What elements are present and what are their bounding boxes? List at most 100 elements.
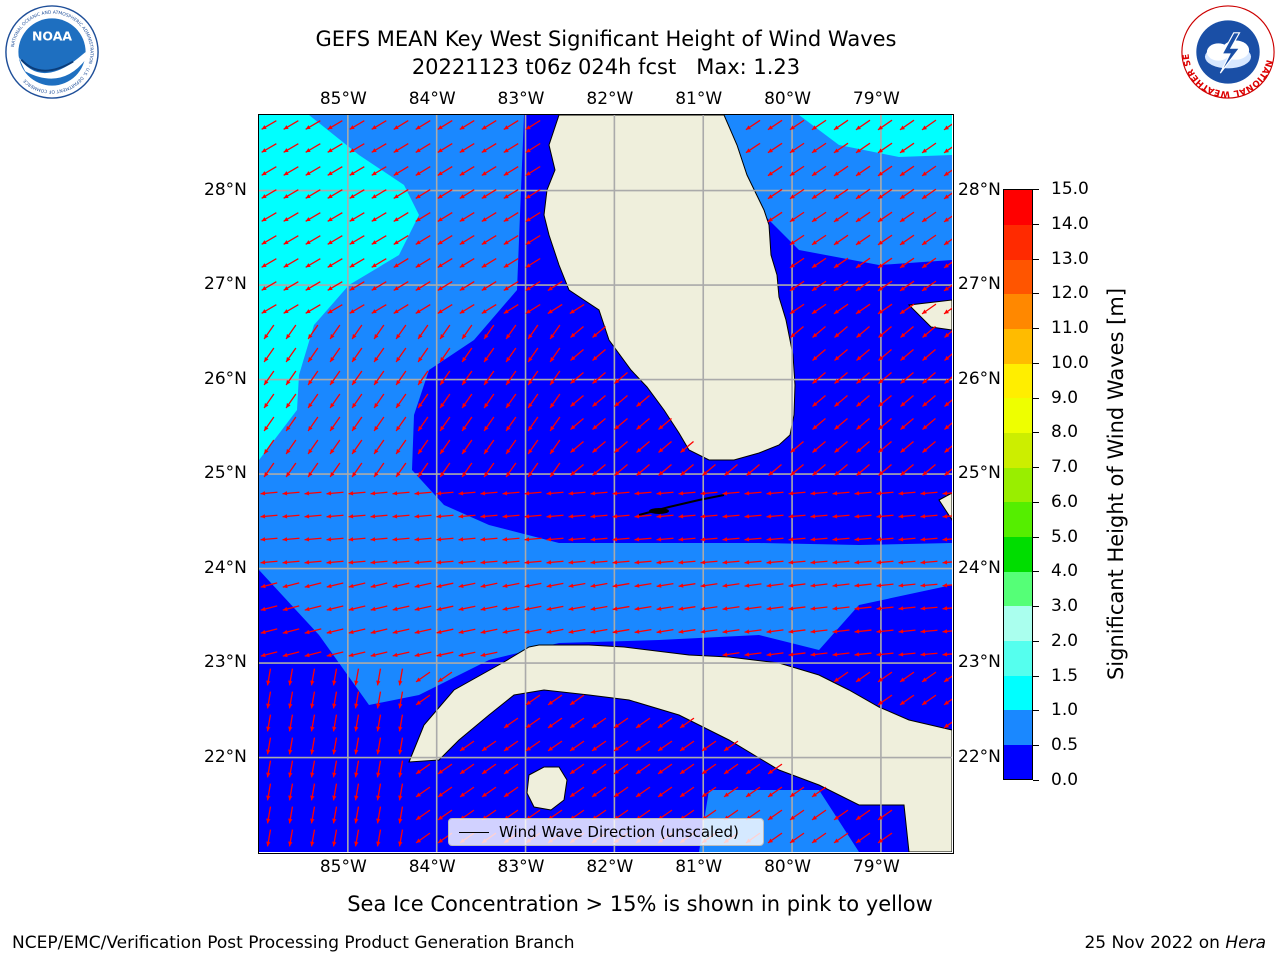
wave-direction-arrow: [310, 783, 316, 801]
wave-direction-arrow: [392, 491, 410, 496]
wave-direction-arrow: [678, 606, 696, 611]
wave-direction-arrow: [525, 119, 541, 131]
wave-direction-arrow: [417, 393, 429, 409]
wave-direction-arrow: [395, 347, 407, 363]
wave-direction-arrow: [459, 120, 475, 130]
wave-direction-arrow: [266, 668, 272, 686]
wave-direction-arrow: [261, 281, 277, 291]
wave-direction-arrow: [483, 462, 495, 478]
colorbar-segment: [1004, 363, 1032, 399]
wave-direction-arrow: [856, 395, 870, 407]
wave-direction-arrow: [503, 280, 519, 292]
wave-direction-arrow: [326, 560, 344, 565]
wave-direction-arrow: [414, 491, 432, 496]
wave-direction-arrow: [439, 324, 451, 340]
wave-direction-arrow: [944, 421, 953, 430]
wave-direction-arrow: [398, 691, 404, 709]
wave-direction-arrow: [570, 349, 584, 361]
wave-direction-arrow: [415, 304, 431, 314]
wave-direction-arrow: [283, 212, 299, 222]
wave-direction-arrow: [856, 441, 870, 453]
wave-direction-arrow: [943, 720, 953, 729]
wave-direction-arrow: [415, 212, 431, 222]
wave-direction-arrow: [266, 714, 272, 732]
wave-direction-arrow: [310, 829, 316, 847]
wave-direction-arrow: [436, 651, 454, 657]
wave-direction-arrow: [503, 142, 519, 154]
wave-direction-arrow: [305, 235, 321, 245]
lat-label-right: 25°N: [958, 463, 1001, 484]
wave-direction-arrow: [570, 326, 584, 338]
wave-direction-arrow: [310, 668, 316, 686]
wave-direction-arrow: [920, 560, 938, 565]
wave-direction-arrow: [920, 491, 938, 496]
wave-direction-arrow: [481, 211, 497, 223]
wave-direction-arrow: [788, 514, 806, 519]
wave-direction-arrow: [832, 560, 850, 565]
wave-direction-arrow: [393, 189, 409, 199]
wave-direction-arrow: [854, 537, 872, 542]
wave-direction-arrow: [503, 740, 519, 752]
wave-direction-arrow: [810, 629, 828, 634]
colorbar-tick-label: 1.5: [1051, 665, 1079, 686]
wave-direction-arrow: [634, 537, 652, 542]
wave-direction-arrow: [592, 441, 606, 453]
wave-direction-arrow: [612, 582, 630, 588]
wave-direction-arrow: [527, 324, 539, 340]
wave-direction-arrow: [415, 809, 431, 821]
wave-direction-arrow: [767, 211, 783, 223]
wave-direction-arrow: [458, 651, 476, 657]
wave-direction-arrow: [503, 717, 519, 729]
wave-direction-arrow: [310, 691, 316, 709]
chart-subtitle: 20221123 t06z 024h fcst Max: 1.23: [411, 55, 801, 79]
wave-direction-arrow: [789, 257, 805, 269]
wave-direction-arrow: [767, 142, 783, 154]
colorbar-tick-label: 10.0: [1051, 352, 1089, 373]
wave-direction-arrow: [943, 306, 953, 315]
wave-direction-arrow: [612, 537, 630, 542]
wave-direction-arrow: [812, 326, 826, 338]
wave-direction-arrow: [856, 418, 870, 430]
legend-line-swatch: [459, 832, 489, 833]
wave-direction-arrow: [437, 143, 453, 153]
wave-direction-arrow: [549, 416, 561, 432]
wave-direction-arrow: [260, 605, 278, 612]
wave-direction-arrow: [614, 418, 628, 430]
wave-direction-arrow: [922, 349, 936, 361]
wave-direction-arrow: [832, 606, 850, 611]
wave-direction-arrow: [260, 560, 278, 565]
wave-direction-arrow: [458, 605, 476, 611]
wave-direction-arrow: [899, 119, 915, 131]
wave-direction-arrow: [767, 832, 783, 844]
wave-direction-arrow: [921, 188, 937, 200]
wave-direction-arrow: [481, 257, 497, 269]
wave-direction-arrow: [376, 668, 382, 686]
wave-direction-arrow: [329, 462, 341, 478]
wave-direction-arrow: [502, 537, 520, 542]
wave-direction-arrow: [527, 416, 539, 432]
colorbar-segment: [1004, 293, 1032, 330]
wave-direction-arrow: [899, 257, 915, 269]
wave-direction-arrow: [657, 786, 673, 798]
wave-direction-arrow: [481, 740, 497, 752]
wave-direction-arrow: [437, 235, 453, 245]
colorbar-tick: [1033, 640, 1039, 642]
wave-direction-arrow: [745, 763, 761, 775]
wave-direction-arrow: [722, 629, 740, 634]
lon-label-bottom: 85°W: [319, 857, 367, 877]
wave-direction-arrow: [437, 281, 453, 291]
wave-direction-arrow: [833, 188, 849, 200]
wave-direction-arrow: [502, 605, 520, 611]
wave-direction-arrow: [524, 582, 542, 588]
wave-direction-arrow: [680, 464, 694, 476]
wave-direction-arrow: [370, 537, 388, 542]
wave-direction-arrow: [351, 324, 363, 340]
wave-direction-arrow: [590, 537, 608, 542]
wave-direction-arrow: [525, 211, 541, 223]
wave-direction-arrow: [398, 668, 404, 686]
wave-direction-arrow: [569, 740, 585, 752]
wave-direction-arrow: [833, 165, 849, 177]
wave-direction-arrow: [921, 303, 937, 315]
wave-direction-arrow: [459, 258, 475, 268]
wave-direction-arrow: [349, 189, 365, 199]
